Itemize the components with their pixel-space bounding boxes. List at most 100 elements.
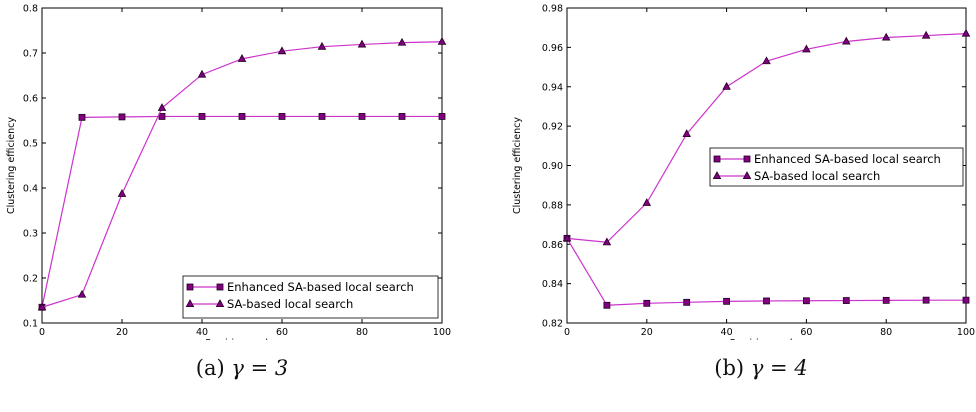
x-tick-label: 100 [433,327,451,338]
x-tick-label: 60 [276,327,288,338]
data-point [78,113,86,121]
series-line [566,32,967,243]
x-axis-label: Rewiring cycles [205,338,279,340]
data-point [712,171,722,180]
y-tick-label: 0.96 [542,43,563,54]
data-point [238,113,246,120]
x-tick-label: 60 [800,327,812,338]
chart-panel-a: 0 20 40 60 80 100 0.1 0.2 0.3 0.4 0.5 0.6 0.7 0.8 Rewi… [0,0,488,350]
data-point [742,171,752,180]
x-tick-label: 100 [957,327,975,338]
caption-b: (b) γ = 4 [611,356,911,380]
data-point [318,113,326,120]
data-point [921,30,931,39]
data-point [358,113,366,120]
series-line [41,41,443,308]
data-point [643,299,651,307]
data-point [157,103,167,111]
x-axis-label: Rewiring cycles [730,338,804,340]
legend-box [182,275,439,319]
data-point [186,283,194,291]
data-point [603,301,611,309]
data-point [437,36,447,45]
data-point [682,129,691,138]
data-point [398,113,406,120]
y-tick-label: 0.88 [542,200,563,211]
series-sa [562,28,971,246]
y-tick-label: 0.3 [23,229,38,240]
y-tick-label: 0.1 [23,319,38,330]
x-tick-label: 0 [564,327,570,338]
data-point [397,37,407,46]
data-point [317,41,327,50]
data-point [713,155,721,163]
data-point [357,39,367,48]
data-point [562,233,572,242]
data-point [642,198,652,206]
data-point [216,283,224,291]
data-point [117,189,127,197]
x-tick-label: 40 [721,327,733,338]
y-tick-label: 0.84 [542,279,563,290]
data-point [118,113,126,121]
data-point [277,46,287,55]
data-point [922,296,930,304]
data-point [683,298,691,306]
data-point [185,299,195,308]
chart-panel-b: 0 20 40 60 80 100 0.82 0.84 0.86 0.88 0.90 0.92 0.94… [488,0,976,350]
y-tick-label: 0.2 [23,274,38,285]
chart-a: 0 20 40 60 80 100 0.1 0.2 0.3 0.4 0.5 0.6 0.7 0.8 Rewi… [6,4,451,350]
y-axis-label: Clustering efficiency [512,117,523,214]
y-axis-label: Clustering efficiency [6,117,17,214]
x-tick-label: 80 [356,327,368,338]
data-point [842,36,851,45]
y-tick-label: 0.82 [542,319,563,330]
y-tick-label: 0.6 [23,94,38,105]
data-point [763,297,770,305]
data-point [438,113,446,120]
y-tick-label: 0.86 [542,240,563,251]
data-point [278,113,286,120]
caption-a-param: γ = 3 [231,356,289,380]
series-line [566,238,966,306]
caption-a-label: (a) [195,356,225,380]
legend-label: Enhanced SA-based local search [754,152,941,166]
y-tick-label: 0.8 [23,4,38,15]
data-point [882,296,890,304]
x-tick-label: 40 [196,327,208,338]
x-tick-label: 20 [116,327,128,338]
data-point [881,32,891,41]
x-tick-label: 20 [641,327,653,338]
legend-label: Enhanced SA-based local search [227,280,414,294]
data-point [743,155,751,163]
data-point [37,302,47,311]
data-point [197,69,207,78]
data-point [77,289,87,298]
y-tick-label: 0.90 [542,161,563,172]
data-point [762,56,771,65]
data-point [961,28,971,37]
y-tick-label: 0.4 [23,184,38,195]
x-tick-label: 80 [880,327,892,338]
caption-a: (a) γ = 3 [92,356,392,380]
data-point [802,297,810,305]
data-point [962,296,970,304]
data-point [802,44,811,53]
data-point [158,113,166,120]
y-tick-label: 0.94 [542,82,563,93]
legend: Enhanced SA-based local search SA-based l… [182,275,439,319]
legend-label: SA-based local search [754,169,880,183]
y-tick-label: 0.92 [542,122,563,133]
y-tick-label: 0.5 [23,139,38,150]
series-sa [37,36,447,311]
y-tick-label: 0.98 [542,4,563,15]
caption-b-param: γ = 4 [750,356,808,380]
data-point [723,297,731,305]
caption-b-label: (b) [714,356,745,380]
legend-box [709,147,964,187]
legend-label: SA-based local search [227,297,353,311]
chart-b: 0 20 40 60 80 100 0.82 0.84 0.86 0.88 0.90 0.92 0.94… [512,4,975,350]
plot-frame [41,7,443,324]
x-tick-label: 0 [39,327,45,338]
